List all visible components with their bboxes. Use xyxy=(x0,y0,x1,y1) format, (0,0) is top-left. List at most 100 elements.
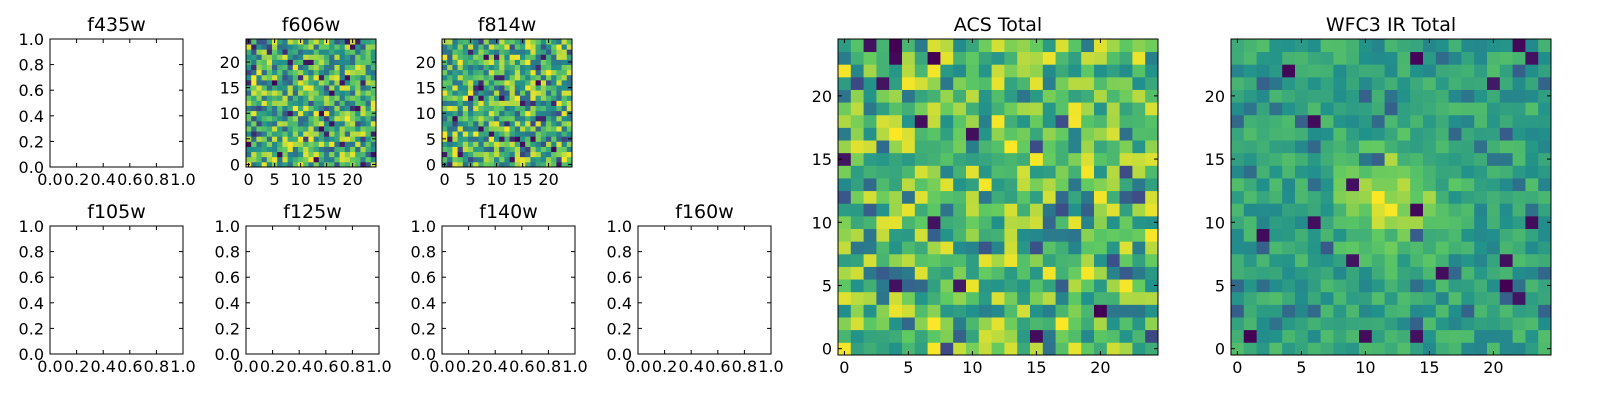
heatmap-cell xyxy=(447,146,453,153)
heatmap-cell xyxy=(540,136,547,142)
heatmap-cell xyxy=(902,279,916,293)
heatmap-cell xyxy=(452,105,458,112)
heatmap-cell xyxy=(1017,291,1031,305)
heatmap-cell xyxy=(850,241,864,255)
heatmap-cell xyxy=(355,85,361,91)
heatmap-cell xyxy=(303,105,309,112)
heatmap-cell xyxy=(991,329,1005,343)
heatmap-cell xyxy=(292,69,299,76)
heatmap-cell xyxy=(334,59,340,65)
heatmap-cell xyxy=(344,85,351,91)
heatmap-cell xyxy=(1004,203,1018,217)
heatmap-cell xyxy=(1282,51,1296,65)
heatmap-cell xyxy=(499,115,505,122)
heatmap-cell xyxy=(272,54,278,60)
heatmap-cell xyxy=(1004,102,1018,116)
heatmap-cell xyxy=(978,152,992,166)
heatmap-cell xyxy=(344,59,351,65)
heatmap-cell xyxy=(287,136,294,142)
heatmap-cell xyxy=(1068,89,1082,103)
x-tick-label: 10 xyxy=(486,170,506,189)
heatmap-cell xyxy=(1282,215,1296,229)
heatmap-cell xyxy=(272,100,278,106)
heatmap-cell xyxy=(350,79,356,86)
heatmap-cell xyxy=(462,141,469,147)
heatmap-cell xyxy=(355,90,361,96)
heatmap-cell xyxy=(246,156,252,163)
heatmap-cell xyxy=(940,291,954,305)
heatmap-cell xyxy=(1359,165,1373,179)
heatmap-cell xyxy=(1119,127,1133,141)
heatmap-cell xyxy=(1004,165,1018,179)
heatmap-cell xyxy=(272,131,278,137)
heatmap-cell xyxy=(457,54,464,60)
heatmap-cell xyxy=(1538,89,1552,103)
heatmap-cell xyxy=(246,64,252,71)
heatmap-cell xyxy=(1499,152,1513,166)
heatmap-cell xyxy=(540,110,547,117)
heatmap-cell xyxy=(1435,39,1449,53)
heatmap-cell xyxy=(1119,165,1133,179)
heatmap-cell xyxy=(478,59,484,65)
heatmap-cell xyxy=(1397,291,1411,305)
heatmap-cell xyxy=(850,203,864,217)
heatmap-cell xyxy=(360,54,366,60)
heatmap-cell xyxy=(978,228,992,242)
x-tick-label: 15 xyxy=(316,170,336,189)
heatmap-cell xyxy=(556,156,562,163)
y-tick-label: 0.6 xyxy=(215,268,240,287)
heatmap-cell xyxy=(540,59,547,65)
heatmap-cell xyxy=(525,131,531,137)
heatmap-cell xyxy=(488,95,495,101)
heatmap-cell xyxy=(339,90,346,96)
heatmap-cell xyxy=(509,64,516,71)
heatmap-cell xyxy=(1081,39,1095,53)
heatmap-cell xyxy=(1081,215,1095,229)
heatmap-cell xyxy=(308,131,314,137)
heatmap-cell xyxy=(313,100,320,106)
heatmap-cell xyxy=(1094,140,1108,154)
heatmap-cell xyxy=(1017,102,1031,116)
heatmap-cell xyxy=(1269,203,1283,217)
heatmap-cell xyxy=(940,51,954,65)
heatmap-cell xyxy=(1055,89,1069,103)
heatmap-cell xyxy=(1017,76,1031,90)
heatmap-cell xyxy=(272,59,278,65)
heatmap-cell xyxy=(1435,266,1449,280)
heatmap-cell xyxy=(1423,317,1437,331)
heatmap-cell xyxy=(1132,203,1146,217)
heatmap-cell xyxy=(520,85,526,91)
heatmap-cell xyxy=(1145,279,1159,293)
heatmap-cell xyxy=(473,136,479,142)
heatmap-cell xyxy=(1538,51,1552,65)
heatmap-cell xyxy=(1397,39,1411,53)
heatmap-cell xyxy=(457,85,464,91)
heatmap-cell xyxy=(277,90,283,96)
heatmap-cell xyxy=(272,44,278,50)
heatmap-cell xyxy=(355,39,361,45)
heatmap-cell xyxy=(499,110,505,117)
heatmap-cell xyxy=(287,105,294,112)
heatmap-cell xyxy=(360,136,366,142)
heatmap-cell xyxy=(447,85,453,91)
heatmap-cell xyxy=(1333,317,1347,331)
heatmap-cell xyxy=(902,76,916,90)
y-tick-label: 0.8 xyxy=(215,243,240,262)
heatmap-cell xyxy=(1243,39,1257,53)
heatmap-cell xyxy=(457,131,464,137)
heatmap-cell xyxy=(978,127,992,141)
y-tick-label: 10 xyxy=(416,104,436,123)
y-tick-label: 1.0 xyxy=(411,217,436,236)
heatmap-cell xyxy=(1132,178,1146,192)
heatmap-cell xyxy=(1017,215,1031,229)
heatmap-cell xyxy=(447,110,453,117)
heatmap-cell xyxy=(535,85,542,91)
heatmap-cell xyxy=(313,146,320,153)
heatmap-cell xyxy=(1384,190,1398,204)
heatmap-cell xyxy=(452,156,458,163)
heatmap-cell xyxy=(360,126,366,132)
heatmap-cell xyxy=(266,79,273,86)
heatmap-cell xyxy=(303,69,309,76)
x-tick-label: 0 xyxy=(244,170,254,189)
heatmap-cell xyxy=(1119,266,1133,280)
